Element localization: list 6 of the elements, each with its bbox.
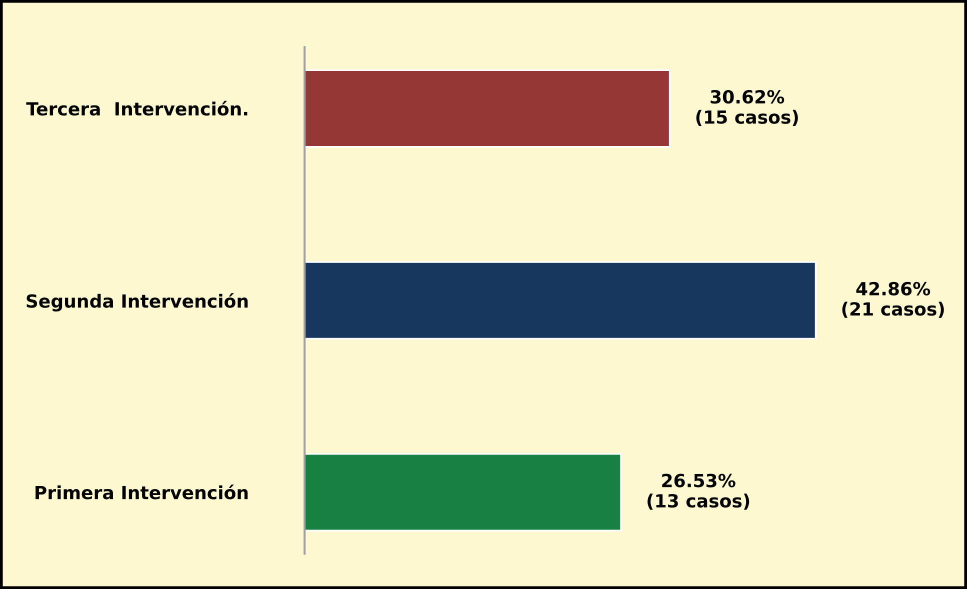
data-label: 26.53% (13 casos) [648, 474, 750, 510]
y-tick-label: Tercera Intervención. [26, 100, 248, 116]
y-tick-label: Segunda Intervención [26, 293, 248, 312]
data-label: 42.86% (21 casos) [842, 282, 944, 318]
y-tick-label: Primera Intervención [36, 484, 248, 500]
data-label: 30.62% (15 casos) [696, 90, 798, 126]
